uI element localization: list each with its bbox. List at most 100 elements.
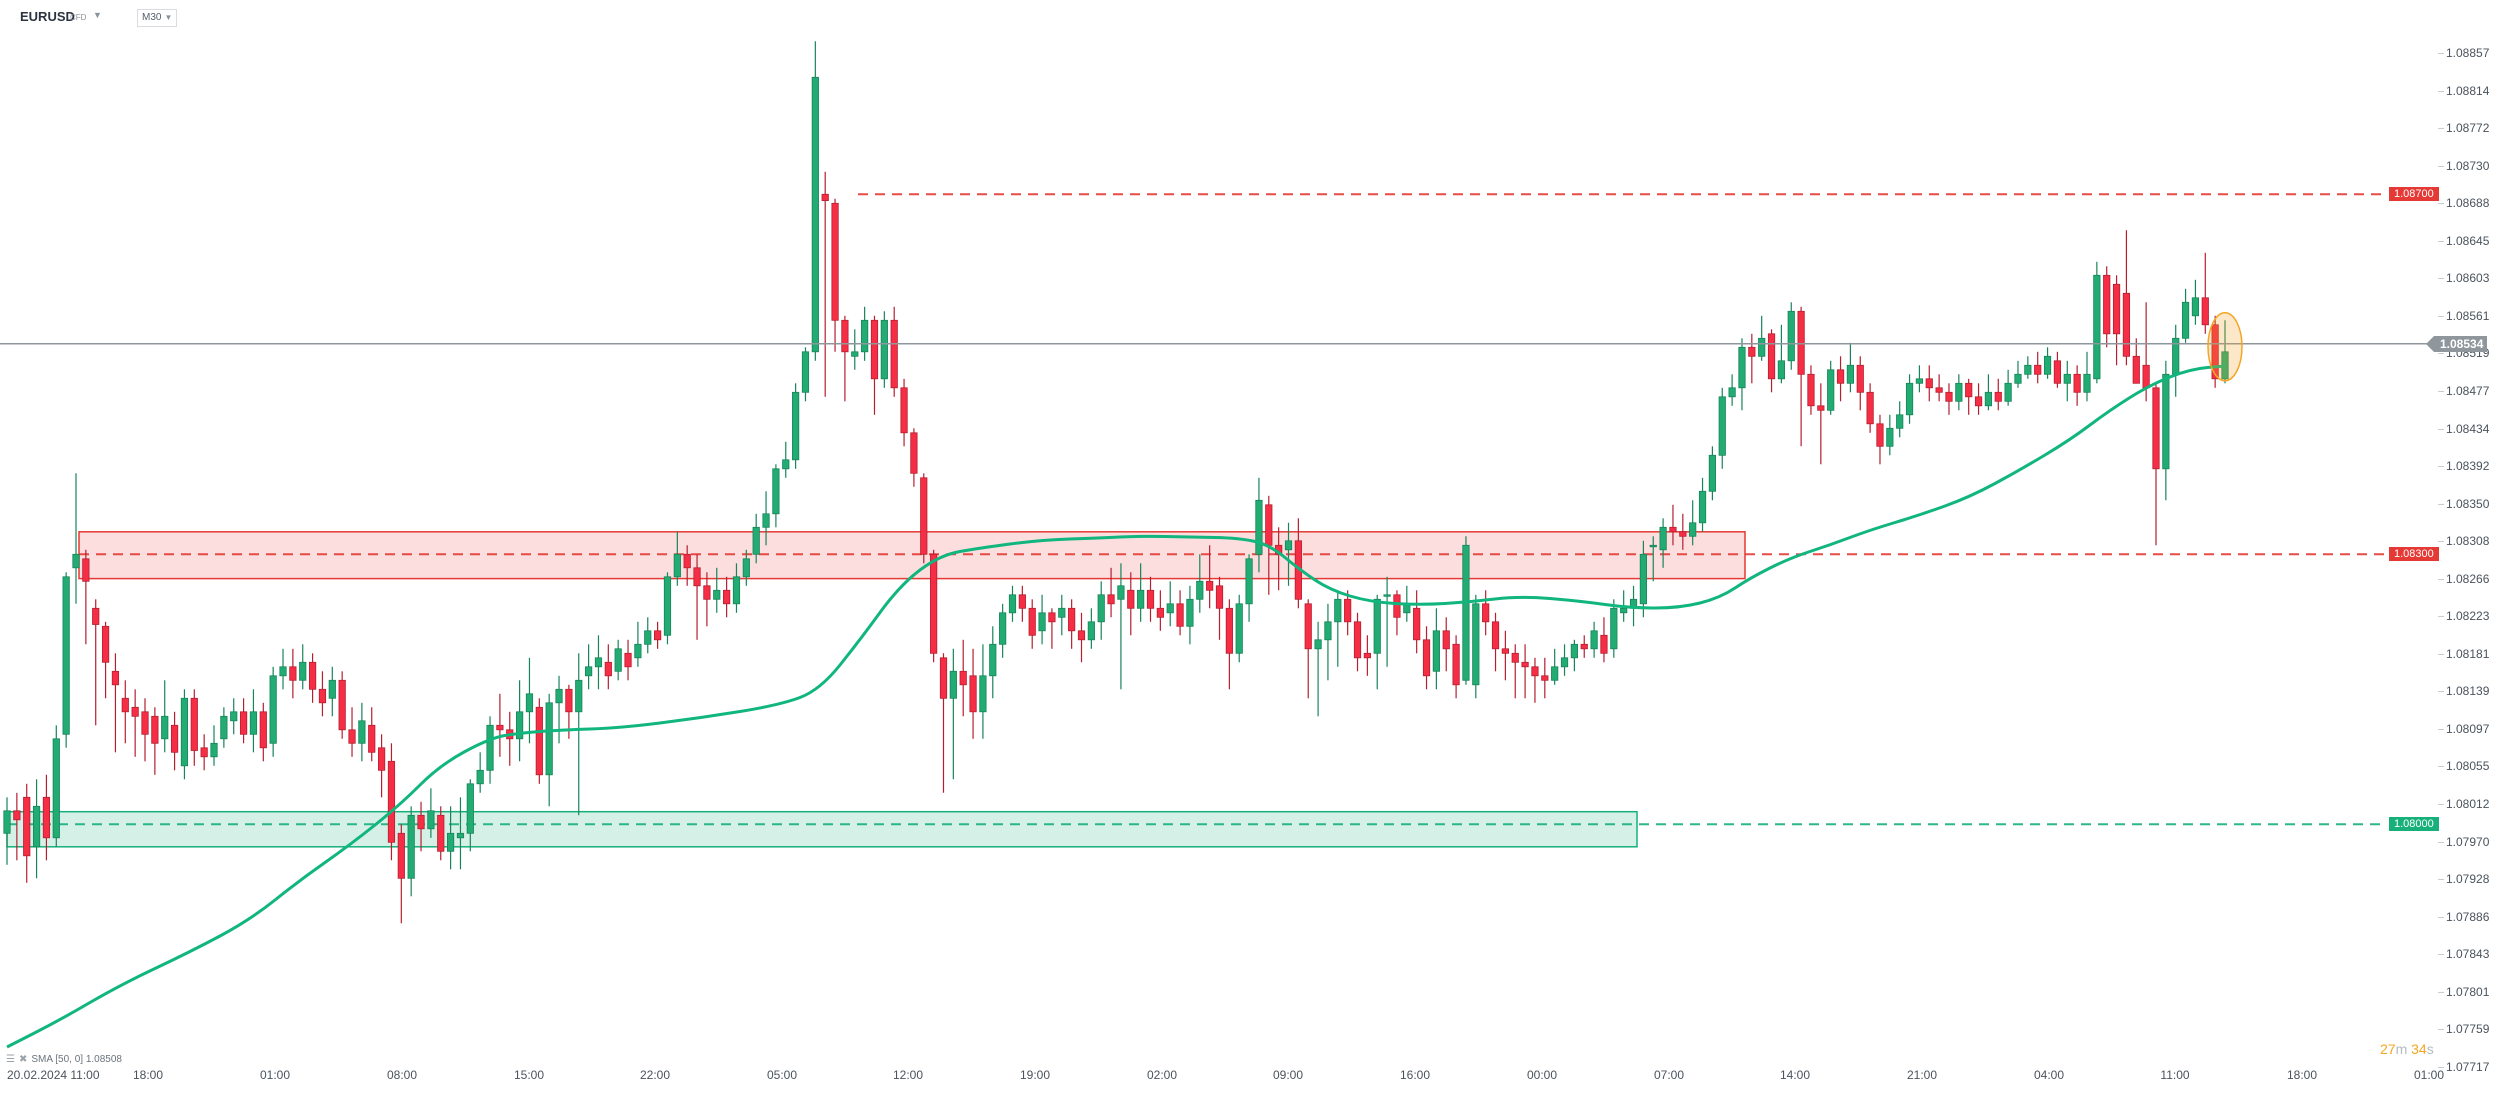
candle [2152,387,2160,470]
chart-toolbar: EURUSD CFD ▼ M30 ▼ [0,0,2506,36]
price-tick [2438,240,2444,242]
candle [299,661,307,681]
candle [604,661,612,677]
candle [1797,310,1805,375]
candle [2004,382,2012,402]
candle [851,351,859,357]
price-label: 1.08223 [2446,609,2490,624]
candle [259,711,267,749]
candle [82,558,90,582]
price-tick [2438,203,2444,205]
candle [358,720,366,744]
candle [1028,607,1036,636]
candle [1353,621,1362,659]
candle [210,742,218,758]
timeframe-select[interactable]: M30 ▼ [137,9,178,27]
time-label: 21:00 [1906,1068,1938,1082]
candle [1008,594,1017,614]
candle [2043,355,2052,375]
candle [624,652,632,668]
price-tick [2438,879,2444,881]
candle [713,589,721,600]
candle [949,670,957,699]
candle [249,711,258,735]
time-label: 16:00 [1399,1068,1431,1082]
symbol-name[interactable]: EURUSD [20,9,75,24]
time-label: 12:00 [892,1068,924,1082]
price-level-lines[interactable] [7,193,2386,826]
price-tick [2438,128,2444,130]
candle [318,688,327,704]
candle [42,796,51,839]
candle [1551,666,1559,681]
candle [141,711,149,735]
candle [72,553,80,569]
price-tick [2438,804,2444,805]
candle [1531,666,1539,677]
price-label: 1.07801 [2446,984,2490,999]
candle [1620,607,1628,614]
candle [1314,639,1322,650]
candle [2122,292,2131,357]
candle [683,553,691,569]
price-tick [2438,1066,2444,1068]
price-tick [2438,578,2444,580]
candle [1610,607,1618,650]
candle [1738,346,1746,389]
candle [1048,612,1056,623]
time-label: 18:00 [132,1068,164,1082]
time-label: 11:00 [2160,1068,2190,1082]
candle [1077,630,1086,641]
candle [516,711,524,740]
candle [545,702,553,776]
price-label: 1.08772 [2446,121,2490,136]
candle [427,810,435,830]
indicator-settings-icon[interactable]: ☰ [6,1054,15,1065]
candle [742,558,750,578]
candle [1235,603,1243,654]
time-label: 18:00 [2286,1068,2318,1082]
price-tick [2438,841,2444,843]
current-price-tag: 1.08534 [2425,335,2488,352]
candle [2211,324,2219,380]
candle [2024,364,2032,375]
candle [535,706,543,776]
countdown-minutes: 27 [2380,1041,2396,1057]
candle [723,589,731,605]
support-zone[interactable] [6,810,1638,848]
candle [1718,396,1726,456]
candle [1373,598,1381,654]
time-label: 09:00 [1272,1068,1304,1082]
price-label: 1.07759 [2446,1022,2490,1037]
price-label: 1.08857 [2446,46,2490,60]
candle [2014,373,2022,384]
price-tick [2438,954,2444,956]
candle [2201,297,2209,326]
candle [1501,648,1509,654]
candle [279,666,287,677]
candle [1758,337,1766,357]
candle [1363,652,1371,659]
candle [1491,621,1500,650]
candle [565,688,573,713]
candle [13,810,21,821]
candle [1422,639,1431,677]
candle [1590,630,1598,650]
time-label: 19:00 [1019,1068,1051,1082]
candle [2083,373,2091,393]
indicator-remove-icon[interactable]: ✖ [18,1054,28,1065]
candle [161,715,169,740]
symbol-dropdown-chevron-icon[interactable]: ▼ [93,10,102,20]
candle [1215,585,1224,609]
price-label: 1.08561 [2446,308,2490,323]
price-tick [2438,165,2444,167]
candle [585,666,593,677]
candle [1058,607,1066,618]
candle [1186,598,1194,627]
price-tick [2438,1029,2444,1031]
candle [1038,612,1046,632]
candle [368,724,376,753]
time-label: 15:00 [513,1068,545,1082]
candle [131,706,139,717]
